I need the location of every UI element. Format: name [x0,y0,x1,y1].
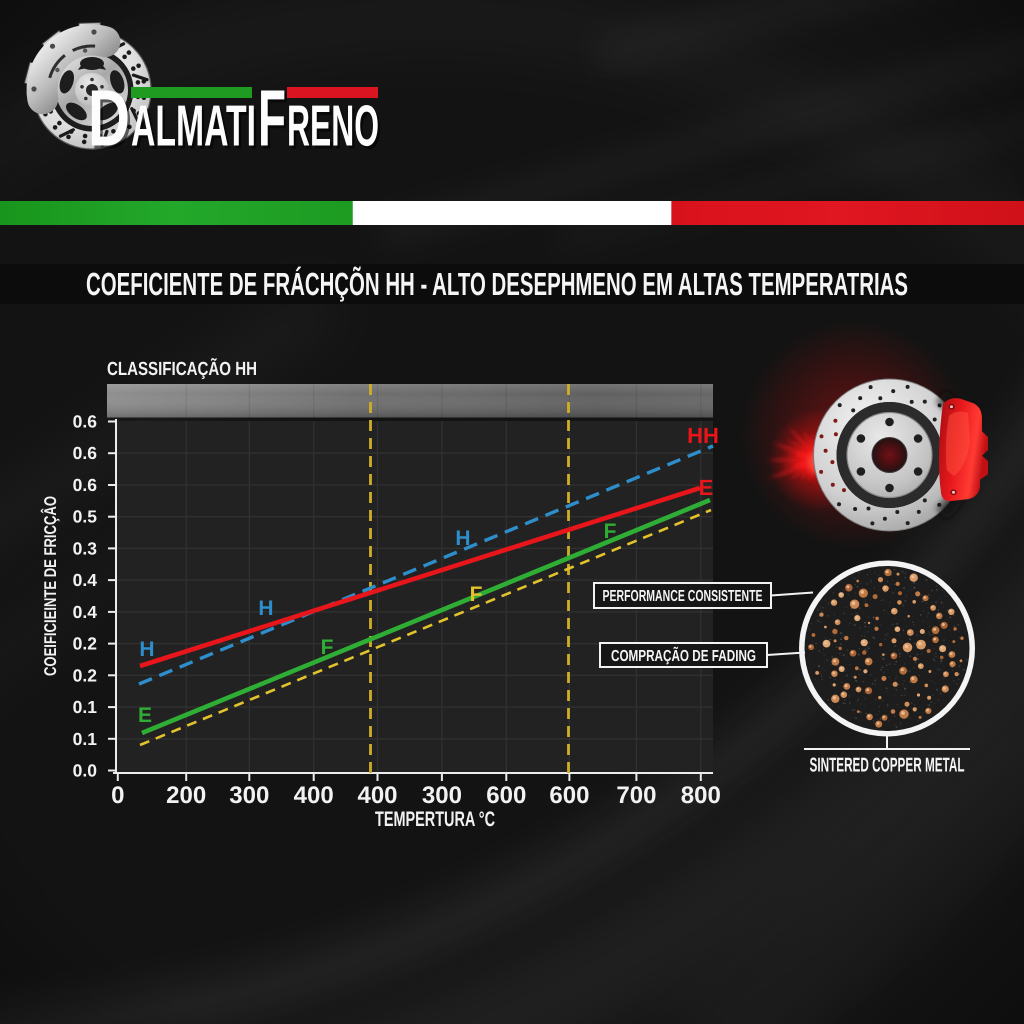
svg-text:PERFORMANCE CONSISTENTE: PERFORMANCE CONSISTENTE [603,588,763,605]
svg-text:0.1: 0.1 [73,729,98,749]
svg-text:300: 300 [422,782,462,809]
svg-text:0.6: 0.6 [73,443,98,463]
svg-text:TEMPERTURA °C: TEMPERTURA °C [375,808,495,831]
svg-text:0.4: 0.4 [73,570,98,590]
svg-text:400: 400 [357,782,397,809]
svg-text:300: 300 [229,782,269,809]
svg-text:600: 600 [549,782,589,809]
svg-text:0.3: 0.3 [73,538,98,558]
svg-text:F: F [604,520,617,543]
svg-text:CLASSIFICAÇÃO HH: CLASSIFICAÇÃO HH [107,358,257,380]
svg-text:700: 700 [616,782,656,809]
svg-text:0.2: 0.2 [73,665,98,685]
svg-text:E: E [699,475,714,500]
svg-text:SINTERED COPPER METAL: SINTERED COPPER METAL [810,755,965,777]
svg-text:RENO: RENO [290,96,382,161]
svg-text:ALMATI: ALMATI [131,93,256,158]
svg-text:0.2: 0.2 [73,634,98,654]
svg-text:ALMATI: ALMATI [134,96,259,161]
svg-text:F: F [470,583,483,606]
svg-text:COEFICIENTE DE FRÁCHÇÕN HH - A: COEFICIENTE DE FRÁCHÇÕN HH - ALTO DESEPH… [86,266,908,302]
svg-text:0.6: 0.6 [73,475,98,495]
svg-text:RENO: RENO [287,93,379,158]
svg-text:400: 400 [294,782,334,809]
svg-text:600: 600 [486,782,526,809]
svg-text:D: D [91,76,133,165]
svg-text:0: 0 [111,782,124,809]
svg-text:0.6: 0.6 [73,412,98,432]
svg-text:F: F [258,73,286,162]
svg-text:COMPRAÇÃO DE FADING: COMPRAÇÃO DE FADING [611,646,756,665]
svg-text:800: 800 [681,782,721,809]
svg-text:0.5: 0.5 [73,507,98,527]
svg-text:0.0: 0.0 [73,761,98,781]
svg-text:HH: HH [687,423,719,448]
svg-text:F: F [321,636,334,659]
svg-text:200: 200 [166,782,206,809]
svg-text:H: H [455,527,470,550]
svg-text:F: F [261,76,289,165]
svg-text:0.1: 0.1 [73,697,98,717]
svg-text:COEIFICIEINTE DE FRICÇÂO: COEIFICIEINTE DE FRICÇÂO [40,496,60,676]
svg-text:0.4: 0.4 [73,602,98,622]
svg-text:H: H [139,638,154,661]
svg-text:D: D [88,73,130,162]
svg-text:H: H [258,597,273,620]
svg-text:E: E [138,704,152,727]
